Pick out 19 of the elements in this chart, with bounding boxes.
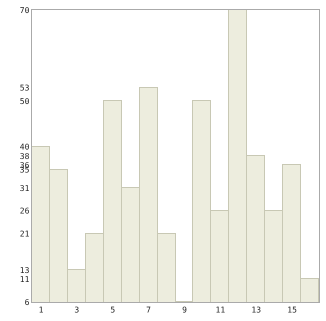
x-tick-label: 1 — [38, 306, 44, 315]
y-tick-label: 38 — [20, 152, 30, 161]
x-tick-label: 7 — [146, 306, 152, 315]
x-tick-label: 3 — [74, 306, 80, 315]
y-tick-label: 13 — [20, 266, 30, 275]
x-tick-label: 9 — [182, 306, 188, 315]
x-tick-label: 11 — [216, 306, 226, 315]
y-tick-label: 70 — [20, 6, 30, 15]
x-tick-label: 15 — [287, 306, 298, 315]
y-tick-label: 53 — [20, 83, 30, 92]
y-tick-label: 40 — [20, 142, 30, 152]
y-tick-label: 6 — [24, 298, 30, 307]
y-tick-label: 11 — [20, 274, 30, 284]
x-tick-label: 5 — [110, 306, 116, 315]
y-tick-label: 50 — [20, 97, 30, 106]
y-tick-label: 31 — [20, 184, 30, 193]
y-tick-label: 26 — [20, 206, 30, 216]
x-tick-label: 13 — [251, 306, 262, 315]
y-tick-label: 21 — [20, 229, 30, 238]
